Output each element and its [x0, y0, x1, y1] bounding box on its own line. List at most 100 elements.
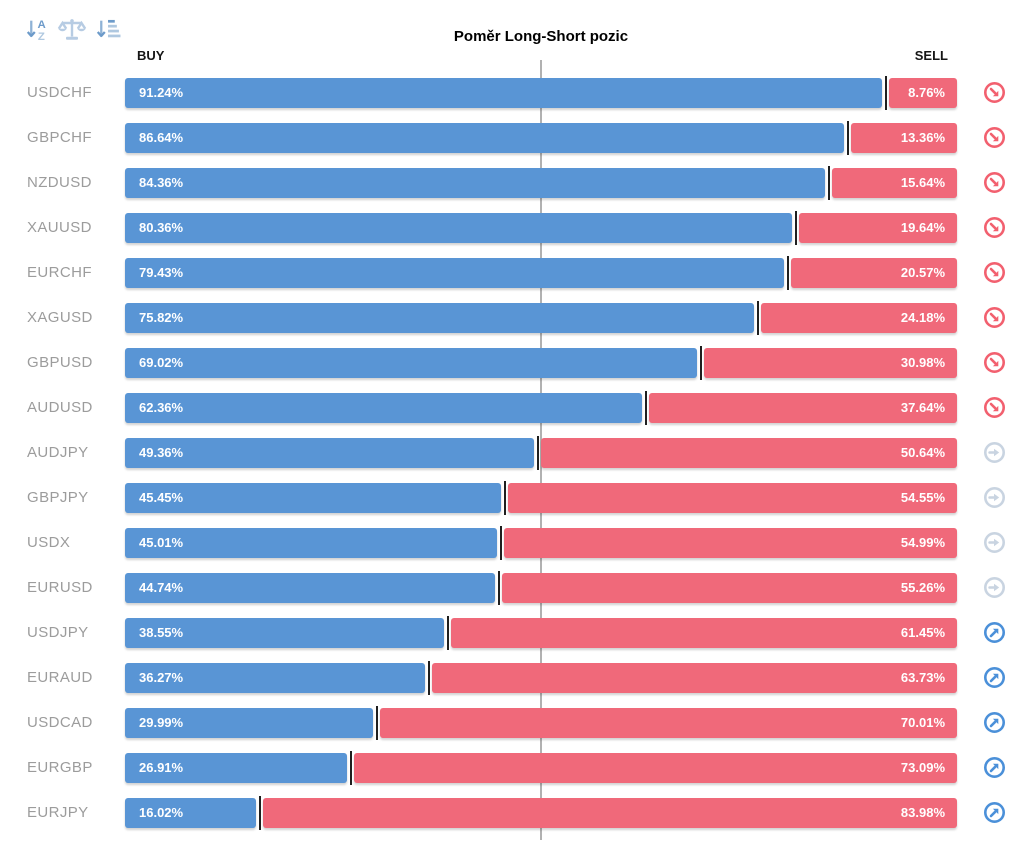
- signal-icon-cell: [957, 711, 1031, 734]
- pair-row: EURGBP 26.91% 73.09%: [0, 745, 1031, 790]
- buy-bar: 16.02%: [125, 797, 257, 828]
- sell-percent-label: 63.73%: [900, 670, 945, 685]
- signal-icon-cell: [957, 441, 1031, 464]
- buy-bar: 38.55%: [125, 617, 444, 648]
- pair-label: USDX: [27, 534, 71, 551]
- buy-percent-label: 86.64%: [139, 130, 184, 145]
- buy-trend-arrow-icon[interactable]: [983, 756, 1006, 779]
- signal-icon-cell: [957, 486, 1031, 509]
- sell-trend-arrow-icon[interactable]: [983, 216, 1006, 239]
- sell-percent-label: 54.99%: [900, 535, 945, 550]
- sell-bar: 70.01%: [379, 707, 957, 738]
- buy-percent-label: 45.01%: [139, 535, 184, 550]
- buy-sell-divider: [846, 120, 849, 155]
- buy-trend-arrow-icon[interactable]: [983, 711, 1006, 734]
- buy-sell-divider: [700, 345, 703, 380]
- sell-trend-arrow-icon[interactable]: [983, 261, 1006, 284]
- sell-bar: 54.55%: [508, 482, 957, 513]
- buy-sell-divider: [786, 255, 789, 290]
- pair-label: GBPJPY: [27, 489, 89, 506]
- buy-sell-divider: [794, 210, 797, 245]
- buy-trend-arrow-icon[interactable]: [983, 621, 1006, 644]
- buy-bar: 91.24%: [125, 77, 883, 108]
- sort-alphabetical-button[interactable]: A Z: [23, 17, 51, 45]
- signal-icon-cell: [957, 216, 1031, 239]
- sell-percent-label: 37.64%: [900, 400, 945, 415]
- sell-percent-label: 70.01%: [900, 715, 945, 730]
- signal-icon-cell: [957, 576, 1031, 599]
- buy-percent-label: 91.24%: [139, 85, 184, 100]
- sort-amount-icon: [94, 16, 121, 46]
- sell-trend-arrow-icon[interactable]: [983, 396, 1006, 419]
- ratio-bar-track: 44.74% 55.26%: [125, 570, 957, 605]
- sell-trend-arrow-icon[interactable]: [983, 126, 1006, 149]
- sell-bar: 15.64%: [831, 167, 957, 198]
- pair-row: XAGUSD 75.82% 24.18%: [0, 295, 1031, 340]
- buy-percent-label: 45.45%: [139, 490, 184, 505]
- sell-percent-label: 15.64%: [900, 175, 945, 190]
- ratio-bar-track: 80.36% 19.64%: [125, 210, 957, 245]
- ratio-bar-track: 69.02% 30.98%: [125, 345, 957, 380]
- sell-bar: 61.45%: [450, 617, 957, 648]
- pair-row: NZDUSD 84.36% 15.64%: [0, 160, 1031, 205]
- pair-row: XAUUSD 80.36% 19.64%: [0, 205, 1031, 250]
- signal-icon-cell: [957, 306, 1031, 329]
- pair-label: EURAUD: [27, 669, 93, 686]
- buy-bar: 69.02%: [125, 347, 698, 378]
- buy-sell-divider: [885, 75, 888, 110]
- buy-bar: 62.36%: [125, 392, 642, 423]
- sell-trend-arrow-icon[interactable]: [983, 81, 1006, 104]
- signal-icon-cell: [957, 666, 1031, 689]
- page-title: Poměr Long-Short pozic: [453, 28, 629, 45]
- buy-column-header: BUY: [137, 48, 165, 63]
- sort-amount-button[interactable]: [93, 17, 121, 45]
- sell-bar: 13.36%: [850, 122, 957, 153]
- svg-text:A: A: [37, 19, 45, 31]
- buy-sell-divider: [446, 615, 449, 650]
- signal-icon-cell: [957, 396, 1031, 419]
- ratio-bar-track: 84.36% 15.64%: [125, 165, 957, 200]
- neutral-trend-arrow-icon[interactable]: [983, 531, 1006, 554]
- buy-percent-label: 44.74%: [139, 580, 184, 595]
- sell-trend-arrow-icon[interactable]: [983, 306, 1006, 329]
- sell-percent-label: 24.18%: [900, 310, 945, 325]
- signal-icon-cell: [957, 621, 1031, 644]
- signal-icon-cell: [957, 126, 1031, 149]
- pair-row: GBPJPY 45.45% 54.55%: [0, 475, 1031, 520]
- buy-percent-label: 62.36%: [139, 400, 184, 415]
- buy-trend-arrow-icon[interactable]: [983, 801, 1006, 824]
- buy-trend-arrow-icon[interactable]: [983, 666, 1006, 689]
- sort-balance-button[interactable]: [57, 17, 87, 45]
- buy-percent-label: 38.55%: [139, 625, 184, 640]
- buy-percent-label: 69.02%: [139, 355, 184, 370]
- neutral-trend-arrow-icon[interactable]: [983, 441, 1006, 464]
- buy-bar: 29.99%: [125, 707, 373, 738]
- sell-trend-arrow-icon[interactable]: [983, 351, 1006, 374]
- buy-bar: 45.45%: [125, 482, 502, 513]
- pair-label: GBPCHF: [27, 129, 92, 146]
- sell-bar: 50.64%: [540, 437, 957, 468]
- sell-trend-arrow-icon[interactable]: [983, 171, 1006, 194]
- svg-text:Z: Z: [37, 31, 44, 43]
- ratio-bar-track: 29.99% 70.01%: [125, 705, 957, 740]
- neutral-trend-arrow-icon[interactable]: [983, 486, 1006, 509]
- pair-label: USDCAD: [27, 714, 93, 731]
- buy-sell-divider: [349, 750, 352, 785]
- pair-row: USDCAD 29.99% 70.01%: [0, 700, 1031, 745]
- pair-label: XAUUSD: [27, 219, 92, 236]
- sell-bar: 20.57%: [790, 257, 957, 288]
- pair-label: GBPUSD: [27, 354, 93, 371]
- sell-percent-label: 55.26%: [900, 580, 945, 595]
- sell-bar: 30.98%: [704, 347, 957, 378]
- pair-row: EURUSD 44.74% 55.26%: [0, 565, 1031, 610]
- pair-label: USDCHF: [27, 84, 92, 101]
- buy-percent-label: 75.82%: [139, 310, 184, 325]
- sell-bar: 63.73%: [431, 662, 957, 693]
- pair-label: NZDUSD: [27, 174, 92, 191]
- buy-percent-label: 29.99%: [139, 715, 184, 730]
- buy-percent-label: 79.43%: [139, 265, 184, 280]
- sell-bar: 8.76%: [889, 77, 957, 108]
- neutral-trend-arrow-icon[interactable]: [983, 576, 1006, 599]
- sell-bar: 54.99%: [504, 527, 957, 558]
